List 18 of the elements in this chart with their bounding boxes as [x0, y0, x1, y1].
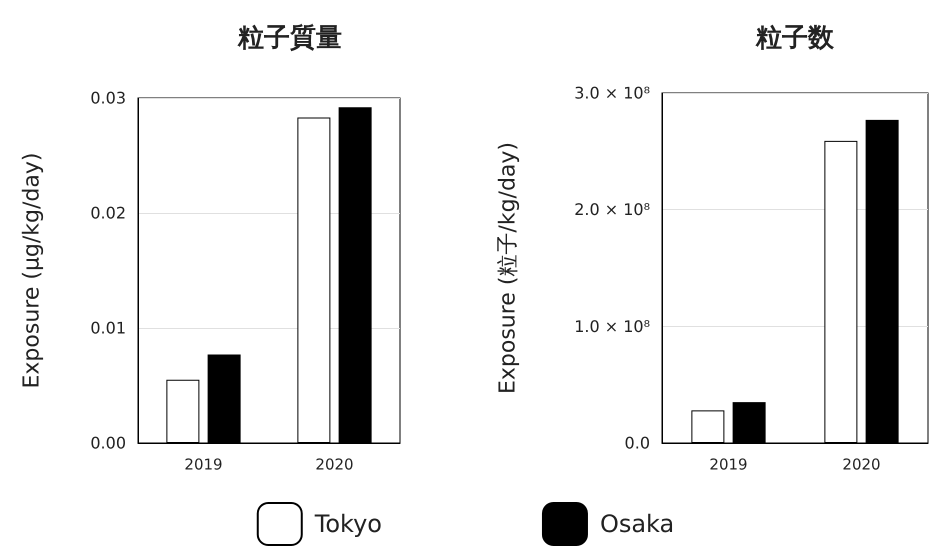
chart-title: 粒子質量 [237, 23, 342, 53]
x-tick-label: 2019 [184, 456, 223, 474]
chart-title: 粒子数 [755, 23, 835, 53]
y-tick-label: 1.0 × 10⁸ [574, 316, 650, 336]
y-tick-label: 0.03 [90, 88, 126, 108]
y-tick-label: 0.00 [90, 434, 126, 452]
y-tick-label: 0.0 [624, 434, 650, 452]
y-tick-label: 3.0 × 10⁸ [574, 84, 650, 102]
legend-label: Tokyo [314, 510, 382, 538]
x-tick-label: 2020 [842, 456, 881, 474]
x-tick-label: 2019 [709, 456, 748, 474]
y-axis-title: Exposure (µg/kg/day) [20, 152, 44, 388]
legend-label: Osaka [600, 510, 674, 538]
y-axis-title: Exposure (粒子/kg/day) [496, 142, 520, 394]
y-tick-label: 0.01 [90, 318, 126, 338]
y-tick-label: 0.02 [90, 204, 126, 222]
y-tick-label: 2.0 × 10⁸ [574, 200, 650, 220]
x-tick-label: 2020 [315, 456, 354, 474]
